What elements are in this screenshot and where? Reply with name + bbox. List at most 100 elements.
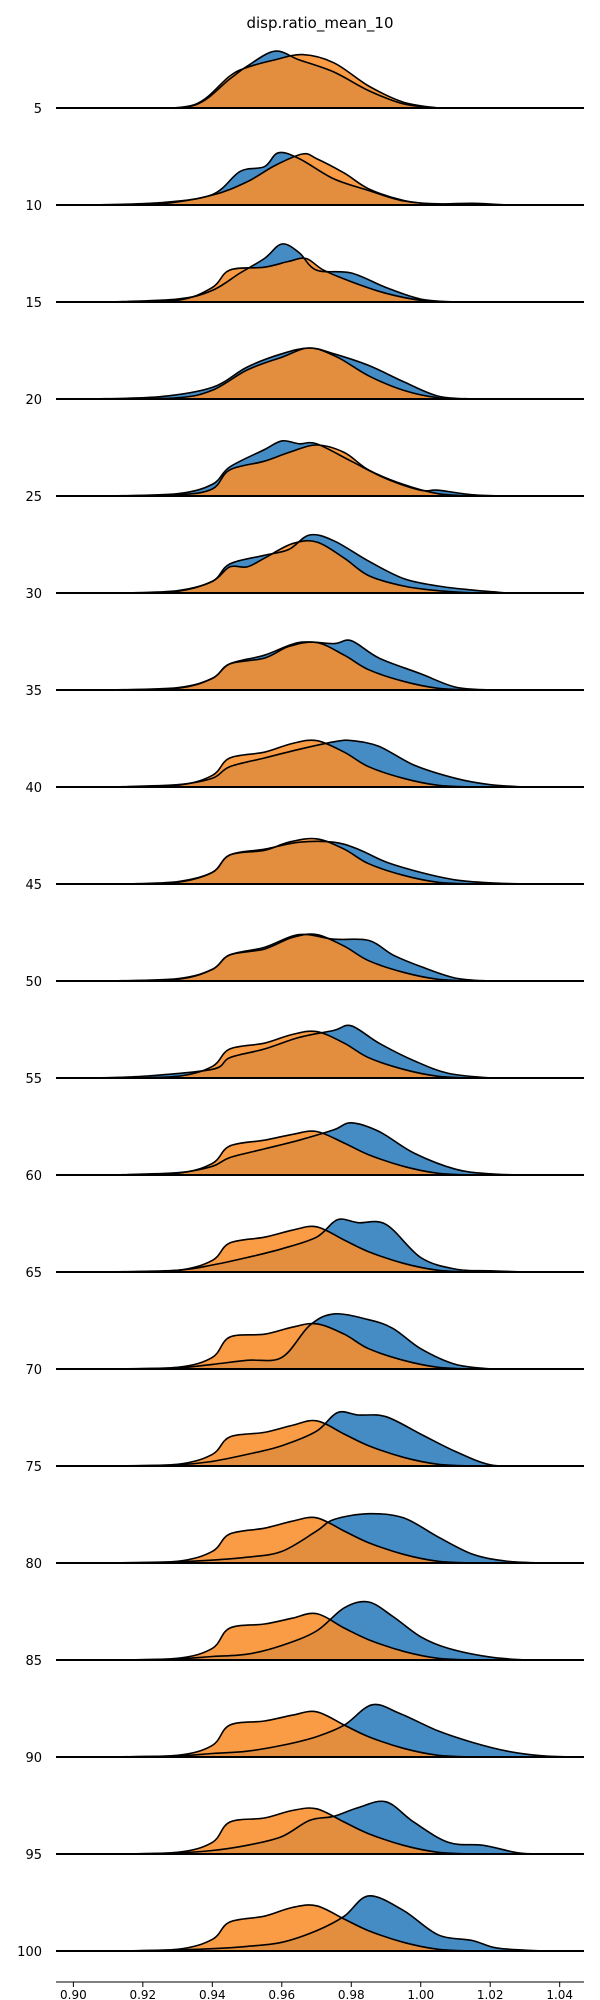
ridge-orange-line [108,933,473,982]
ridge-blue-line [108,439,508,497]
y-tick-label: 65 [25,1266,42,1281]
ridge-row-20: 20 [25,347,584,408]
ridge-orange-area [108,258,456,302]
ridge-orange-line [125,539,473,594]
ridge-blue-line [108,1312,491,1370]
x-tick-label: 1.04 [546,1988,573,2000]
ridge-orange-line [90,152,439,206]
ridge-row-90: 90 [25,1703,584,1766]
ridge-blue-line [108,1512,543,1564]
ridges: 5 10 15 20 25 30 35 40 45 50 55 60 65 70 75 80 85 90 95 100 [17,50,584,1960]
ridge-orange-line [125,837,473,885]
x-tick-label: 0.90 [60,1988,87,2000]
ridge-orange-area [108,1226,473,1272]
ridge-orange-line [108,444,473,497]
ridge-row-50: 50 [25,933,584,990]
y-tick-label: 10 [25,199,42,214]
y-tick-label: 35 [25,684,42,699]
ridge-orange-area [108,1613,473,1660]
ridge-blue-line [108,243,456,303]
ridge-orange-area [108,740,473,787]
y-tick-label: 15 [25,296,42,311]
ridge-row-10: 10 [25,151,584,214]
y-tick-label: 25 [25,490,42,505]
ridge-orange-line [108,1322,473,1370]
ridge-blue-line [108,1121,525,1176]
ridge-row-80: 80 [25,1512,584,1572]
y-tick-label: 30 [25,587,42,602]
ridge-orange-area [142,54,439,109]
ridge-row-85: 85 [25,1600,584,1669]
ridge-orange-line [108,1807,473,1855]
ridge-row-35: 35 [25,639,584,699]
ridge-orange-line [108,739,473,788]
ridge-row-75: 75 [25,1410,584,1475]
chart-title: disp.ratio_mean_10 [246,14,393,33]
ridge-orange-area [108,1131,473,1175]
ridge-blue-line [125,1800,543,1855]
y-tick-label: 80 [25,1557,42,1572]
ridge-orange-area [108,1904,473,1951]
ridge-blue-line [142,50,439,109]
y-tick-label: 45 [25,878,42,893]
ridge-orange-line [108,1710,473,1758]
y-tick-label: 85 [25,1654,42,1669]
ridge-row-55: 55 [25,1024,584,1087]
ridge-orange-line [108,1130,473,1176]
ridge-orange-line [108,1516,473,1564]
ridge-row-65: 65 [25,1218,584,1281]
ridge-row-30: 30 [25,533,584,602]
y-tick-label: 20 [25,393,42,408]
ridge-blue-line [108,739,525,788]
ridge-orange-area [108,445,473,496]
ridge-orange-line [108,257,456,303]
x-tick-label: 0.96 [268,1988,295,2000]
ridge-row-95: 95 [25,1800,584,1863]
ridge-orange-line [108,1030,473,1079]
y-tick-label: 90 [25,1751,42,1766]
y-tick-label: 55 [25,1072,42,1087]
ridge-row-100: 100 [17,1895,584,1960]
y-tick-label: 50 [25,975,42,990]
ridge-row-45: 45 [25,837,584,893]
ridge-orange-line [108,641,473,691]
ridge-orange-area [108,1517,473,1563]
ridge-orange-area [125,540,473,593]
x-tick-label: 1.02 [477,1988,504,2000]
y-tick-label: 5 [34,102,42,117]
ridge-row-60: 60 [25,1121,584,1184]
ridge-orange-area [108,1323,473,1369]
ridge-orange-line [108,1612,473,1661]
x-tick-label: 0.92 [129,1988,156,2000]
x-tick-label: 1.00 [407,1988,434,2000]
ridge-blue-line [125,1895,543,1952]
ridge-orange-area [108,1711,473,1757]
ridge-orange-area [108,934,473,981]
ridge-orange-line [108,1904,473,1952]
ridge-orange-area [108,1808,473,1854]
ridge-blue-line [108,1410,525,1468]
ridge-orange-line [108,347,473,400]
ridge-blue-line [108,1703,578,1758]
ridge-blue-line [125,1600,525,1661]
ridge-row-40: 40 [25,739,584,796]
ridge-orange-line [142,53,439,109]
y-tick-label: 40 [25,781,42,796]
ridge-orange-area [108,642,473,690]
y-tick-label: 70 [25,1363,42,1378]
ridge-row-5: 5 [34,50,584,117]
y-tick-label: 75 [25,1460,42,1475]
ridge-orange-area [108,348,473,399]
ridge-orange-area [108,1031,473,1078]
y-tick-label: 60 [25,1169,42,1184]
y-tick-label: 95 [25,1848,42,1863]
x-axis: 0.90 0.92 0.94 0.96 0.98 1.00 1.02 1.04 [56,1981,584,2000]
ridge-orange-area [90,153,439,205]
ridge-row-70: 70 [25,1312,584,1378]
ridge-orange-line [108,1419,473,1467]
ridge-orange-line [108,1225,473,1273]
ridge-row-15: 15 [25,243,584,311]
ridge-row-25: 25 [25,439,584,505]
x-tick-label: 0.94 [199,1988,226,2000]
